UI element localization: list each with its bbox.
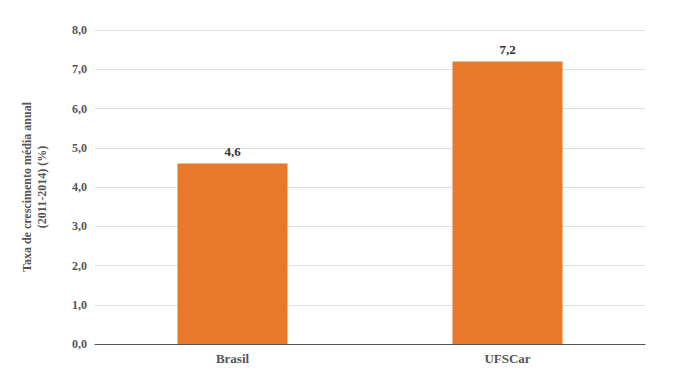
svg-text:UFSCar: UFSCar xyxy=(484,351,530,366)
svg-text:5,0: 5,0 xyxy=(72,141,87,155)
svg-text:0,0: 0,0 xyxy=(72,337,87,351)
svg-text:7,2: 7,2 xyxy=(499,42,515,57)
svg-text:Brasil: Brasil xyxy=(216,351,250,366)
svg-text:3,0: 3,0 xyxy=(72,219,87,233)
svg-text:(2011-2014) (%): (2011-2014) (%) xyxy=(35,146,49,228)
svg-text:4,0: 4,0 xyxy=(72,180,87,194)
svg-text:2,0: 2,0 xyxy=(72,259,87,273)
svg-text:8,0: 8,0 xyxy=(72,23,87,37)
svg-text:1,0: 1,0 xyxy=(72,298,87,312)
svg-text:6,0: 6,0 xyxy=(72,102,87,116)
svg-text:7,0: 7,0 xyxy=(72,62,87,76)
svg-text:Taxa de crescimento média anua: Taxa de crescimento média anual xyxy=(20,101,34,272)
svg-text:4,6: 4,6 xyxy=(224,144,241,159)
